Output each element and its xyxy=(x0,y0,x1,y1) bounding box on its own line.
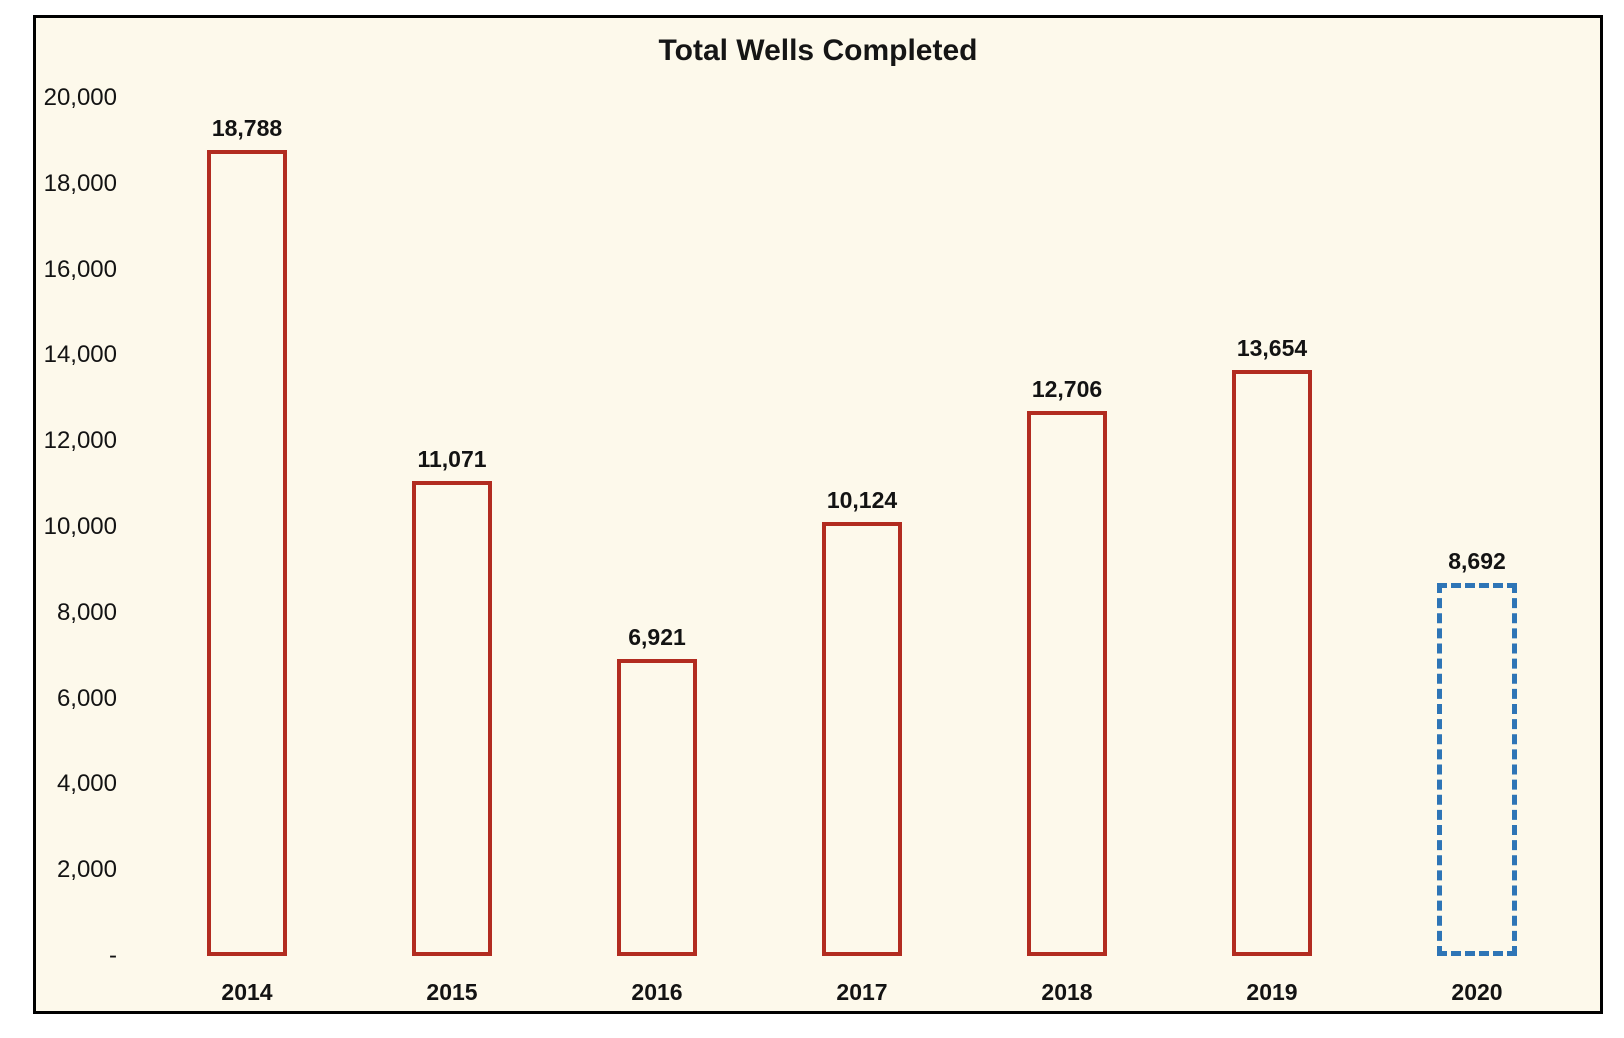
bar-value-label-2016: 6,921 xyxy=(628,624,686,651)
x-axis-label-2020: 2020 xyxy=(1451,979,1503,1005)
bar-2020 xyxy=(1437,583,1517,956)
x-axis-label-2018: 2018 xyxy=(1041,979,1093,1005)
bar-2014 xyxy=(207,149,287,956)
x-axis-label-2017: 2017 xyxy=(836,979,888,1005)
bar-value-label-2019: 13,654 xyxy=(1236,335,1308,362)
x-axis-label-2015: 2015 xyxy=(426,979,478,1005)
bar-value-label-2017: 10,124 xyxy=(826,486,898,513)
y-axis-tick-label: 10,000 xyxy=(43,513,117,540)
y-axis-tick-label: 18,000 xyxy=(43,169,117,197)
x-axis-label-2016: 2016 xyxy=(631,979,683,1005)
bar-2015 xyxy=(412,481,492,956)
y-axis-tick-label: 20,000 xyxy=(43,84,117,111)
bar-value-label-2015: 11,071 xyxy=(417,446,487,473)
bar-value-label-2020: 8,692 xyxy=(1448,548,1506,575)
y-axis-tick-label: 2,000 xyxy=(56,856,117,884)
bar-2016 xyxy=(617,659,697,956)
bar-2018 xyxy=(1027,410,1107,956)
chart-frame: Total Wells Completed 20,000 18,000 16,000… xyxy=(33,15,1603,1014)
bar-2017 xyxy=(822,521,902,956)
y-axis-tick-label: 12,000 xyxy=(43,427,117,455)
y-axis-tick-label: - xyxy=(109,942,117,969)
y-axis-tick-label: 8,000 xyxy=(56,598,117,626)
x-axis-label-2014: 2014 xyxy=(221,979,273,1005)
y-axis-tick-label: 4,000 xyxy=(56,770,117,798)
y-axis-tick-label: 14,000 xyxy=(43,341,117,369)
x-axis-label-2019: 2019 xyxy=(1246,979,1298,1005)
bar-value-label-2014: 18,788 xyxy=(211,114,283,141)
chart-title: Total Wells Completed xyxy=(658,34,978,67)
bar-value-label-2018: 12,706 xyxy=(1031,375,1103,402)
y-axis-tick-label: 16,000 xyxy=(43,255,117,283)
bar-2019 xyxy=(1232,370,1312,956)
y-axis-tick-label: 6,000 xyxy=(56,684,117,712)
